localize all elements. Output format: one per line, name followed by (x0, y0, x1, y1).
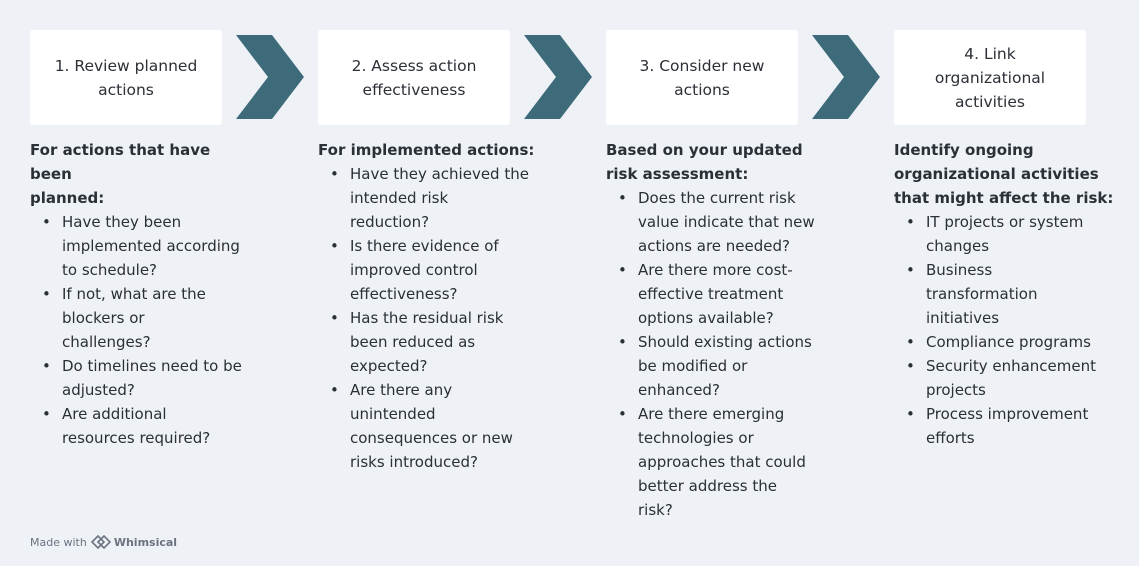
list-item: Are there more cost- effective treatment… (606, 258, 831, 330)
step-4-title: 4. Link organizational activities (934, 44, 1046, 111)
chevron-right-arrow-3 (812, 35, 880, 119)
step-3-body: Based on your updated risk assessment: D… (606, 138, 831, 522)
list-item: Do timelines need to be adjusted? (30, 354, 255, 402)
step-3-title: 3. Consider new actions (639, 56, 765, 99)
list-item: Has the residual risk been reduced as ex… (318, 306, 543, 378)
list-item: Compliance programs (894, 330, 1134, 354)
whimsical-brand-label: Whimsical (113, 535, 178, 549)
made-with-label: Made with (30, 535, 87, 549)
step-1-title: 1. Review planned actions (54, 56, 198, 99)
list-item: Security enhancement projects (894, 354, 1134, 402)
list-item: Are additional resources required? (30, 402, 255, 450)
step-1-list: Have they been implemented according to … (30, 210, 255, 450)
step-2-body: For implemented actions: Have they achie… (318, 138, 543, 474)
whimsical-logo-icon (90, 535, 111, 549)
step-1-box: 1. Review planned actions (30, 30, 222, 125)
list-item: Business transformation initiatives (894, 258, 1134, 330)
step-3-heading: Based on your updated risk assessment: (606, 141, 803, 183)
chevron-right-arrow-1 (236, 35, 304, 119)
list-item: Are there any unintended consequences or… (318, 378, 543, 474)
list-item: Is there evidence of improved control ef… (318, 234, 543, 306)
step-4-list: IT projects or system changes Business t… (894, 210, 1134, 450)
list-item: Should existing actions be modified or e… (606, 330, 831, 402)
list-item: IT projects or system changes (894, 210, 1134, 258)
step-3-list: Does the current risk value indicate tha… (606, 186, 831, 522)
step-4-body: Identify ongoing organizational activiti… (894, 138, 1134, 450)
made-with-footer[interactable]: Made with Whimsical (30, 535, 177, 549)
list-item: Are there emerging technologies or appro… (606, 402, 831, 522)
list-item: Does the current risk value indicate tha… (606, 186, 831, 258)
step-2-box: 2. Assess action effectiveness (318, 30, 510, 125)
chevron-right-arrow-2 (524, 35, 592, 119)
step-3-box: 3. Consider new actions (606, 30, 798, 125)
list-item: Process improvement efforts (894, 402, 1134, 450)
step-1-heading: For actions that have been planned: (30, 141, 211, 207)
list-item: If not, what are the blockers or challen… (30, 282, 255, 354)
list-item: Have they achieved the intended risk red… (318, 162, 543, 234)
list-item: Have they been implemented according to … (30, 210, 255, 282)
step-4-box: 4. Link organizational activities (894, 30, 1086, 125)
step-2-title: 2. Assess action effectiveness (351, 56, 477, 99)
step-1-body: For actions that have been planned: Have… (30, 138, 255, 450)
step-2-list: Have they achieved the intended risk red… (318, 162, 543, 474)
step-4-heading: Identify ongoing organizational activiti… (894, 141, 1114, 207)
step-2-heading: For implemented actions: (318, 141, 535, 159)
